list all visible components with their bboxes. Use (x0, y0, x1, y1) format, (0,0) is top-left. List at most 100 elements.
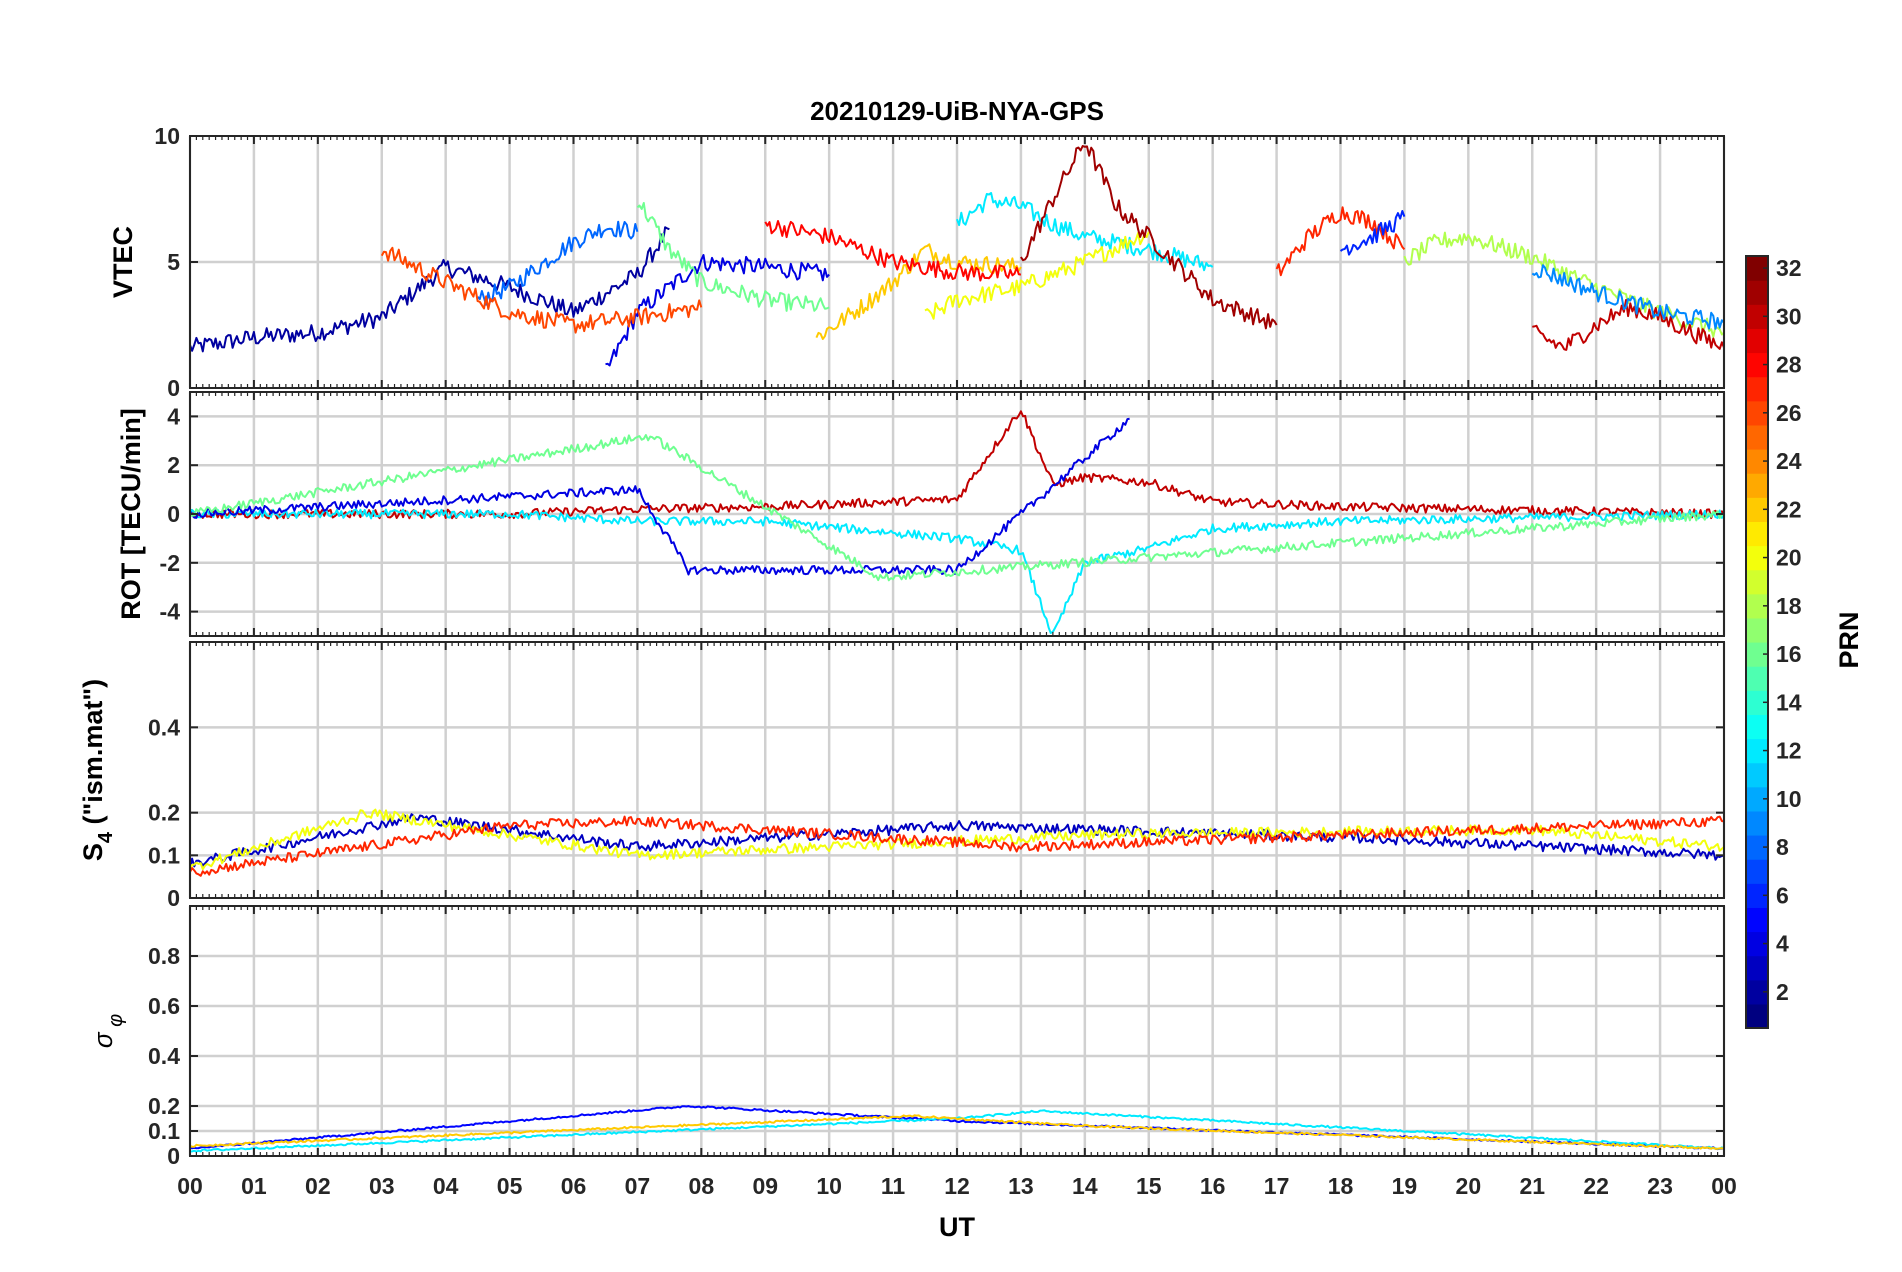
colorbar-band (1746, 328, 1768, 354)
series-line-prn-18 (1403, 231, 1724, 338)
colorbar-label: PRN (1834, 611, 1864, 668)
series-line-prn-9 (1531, 264, 1724, 330)
ylabel-vtec: VTEC (108, 226, 138, 298)
y-tick-label: 0.4 (148, 714, 180, 740)
colorbar-band (1746, 256, 1768, 281)
x-tick-label: 18 (1328, 1173, 1354, 1199)
x-tick-label: 07 (625, 1173, 651, 1199)
grid-s4 (188, 642, 1726, 898)
colorbar-tick-label: 24 (1776, 448, 1802, 474)
colorbar-bands (1746, 256, 1768, 1029)
colorbar-tick-label: 22 (1776, 496, 1802, 522)
ylabel-s4: S4 ("ism.mat") (78, 679, 117, 861)
x-tick-label: 11 (881, 1173, 906, 1199)
colorbar-band (1746, 473, 1768, 498)
x-tick-label: 15 (1136, 1173, 1162, 1199)
x-tick-label: 08 (689, 1173, 715, 1199)
colorbar-band (1746, 400, 1768, 426)
colorbar-tick-label: 14 (1776, 689, 1802, 715)
ylabel-sigma: σ φ (88, 1014, 127, 1048)
series-rot (190, 410, 1724, 634)
colorbar-tick-label: 16 (1776, 641, 1802, 667)
x-tick-label: 02 (305, 1173, 331, 1199)
y-tick-label: 5 (167, 249, 180, 275)
colorbar-band (1746, 642, 1768, 667)
ticks-vtec: 0 5 10 (154, 123, 1725, 401)
x-tick-label: 19 (1392, 1173, 1418, 1199)
panel-vtec: 0 5 10 VTEC (108, 123, 1726, 401)
colorbar-tick-label: 4 (1776, 931, 1789, 957)
x-tick-label: 17 (1264, 1173, 1290, 1199)
series-line-prn-6 (1339, 210, 1406, 256)
colorbar-band (1746, 666, 1768, 691)
chart-title: 20210129-UiB-NYA-GPS (810, 96, 1104, 126)
colorbar-band (1746, 593, 1768, 619)
y-tick-label: 0.6 (148, 993, 180, 1019)
colorbar-tick-label: 20 (1776, 545, 1802, 571)
colorbar-band (1746, 883, 1768, 908)
y-tick-label: 0.1 (148, 1118, 180, 1144)
ticks-sigma: 00.10.2 0.4 0.6 0.8 (148, 906, 1725, 1169)
x-axis-label: UT (939, 1212, 975, 1242)
colorbar-band (1746, 931, 1768, 957)
x-tick-label: 14 (1072, 1173, 1098, 1199)
y-tick-label: 4 (167, 403, 180, 429)
colorbar-band (1746, 280, 1768, 305)
series-line-prn-12 (190, 508, 1724, 634)
series-line-prn-16 (190, 434, 1724, 582)
colorbar-tick-label: 30 (1776, 303, 1802, 329)
colorbar-band (1746, 617, 1768, 643)
series-line-prn-8 (476, 220, 639, 306)
x-tick-label: 22 (1583, 1173, 1609, 1199)
colorbar-tick-label: 18 (1776, 593, 1802, 619)
x-tick-label: 06 (561, 1173, 587, 1199)
colorbar-band (1746, 786, 1768, 812)
series-sigma (190, 1105, 1724, 1153)
y-tick-label: 0 (167, 1143, 180, 1169)
x-tick-label: 03 (369, 1173, 395, 1199)
series-line-prn-27 (1275, 206, 1406, 277)
series-line-prn-27 (190, 815, 1724, 877)
colorbar-band (1746, 714, 1768, 740)
colorbar-tick-label: 6 (1776, 882, 1789, 908)
ylabel-rot: ROT [TECU/min] (116, 408, 146, 619)
colorbar-band (1746, 690, 1768, 715)
colorbar-tick-label: 32 (1776, 255, 1802, 281)
colorbar-band (1746, 497, 1768, 522)
series-line-prn-26 (380, 246, 703, 334)
ticks-s4: 0 0.1 0.2 0.4 (148, 642, 1725, 911)
series-vtec (190, 145, 1724, 367)
x-tick-labels: 00 01 02 03 04 05 06 07 08 09 10 11 12 13 14 15 16 17 18 19… (177, 1173, 1737, 1199)
series-line-prn-30 (190, 410, 1724, 520)
colorbar-band (1746, 304, 1768, 329)
series-line-prn-31 (1020, 145, 1278, 330)
panel-rot: -4 -2 0 2 4 ROT [TECU/min] (116, 391, 1726, 637)
colorbar-frame (1745, 255, 1769, 1029)
x-tick-label: 04 (433, 1173, 459, 1199)
colorbar-tick-label: 10 (1776, 786, 1802, 812)
colorbar-band (1746, 376, 1768, 402)
colorbar-band (1746, 762, 1768, 788)
y-tick-label: 0 (167, 885, 180, 911)
series-line-prn-28 (764, 220, 1022, 282)
series-s4 (190, 808, 1724, 877)
colorbar-band (1746, 1003, 1768, 1029)
x-tick-label: 00 (1711, 1173, 1737, 1199)
x-tick-label: 13 (1008, 1173, 1034, 1199)
colorbar-band (1746, 424, 1768, 450)
colorbar-band (1746, 859, 1768, 884)
series-line-prn-16 (636, 202, 830, 312)
y-tick-label: -4 (160, 599, 181, 625)
x-tick-label: 09 (752, 1173, 778, 1199)
x-tick-label: 21 (1519, 1173, 1545, 1199)
colorbar-band (1746, 545, 1768, 571)
series-line-prn-4 (605, 254, 830, 367)
colorbar-band (1746, 449, 1768, 474)
colorbar-band (1746, 907, 1768, 933)
series-line-prn-22 (190, 1114, 1724, 1150)
colorbar-band (1746, 835, 1768, 860)
colorbar-band (1746, 521, 1768, 547)
colorbar-tick-label: 12 (1776, 738, 1802, 764)
colorbar-tick-label: 26 (1776, 400, 1802, 426)
series-line-prn-20 (924, 231, 1150, 320)
